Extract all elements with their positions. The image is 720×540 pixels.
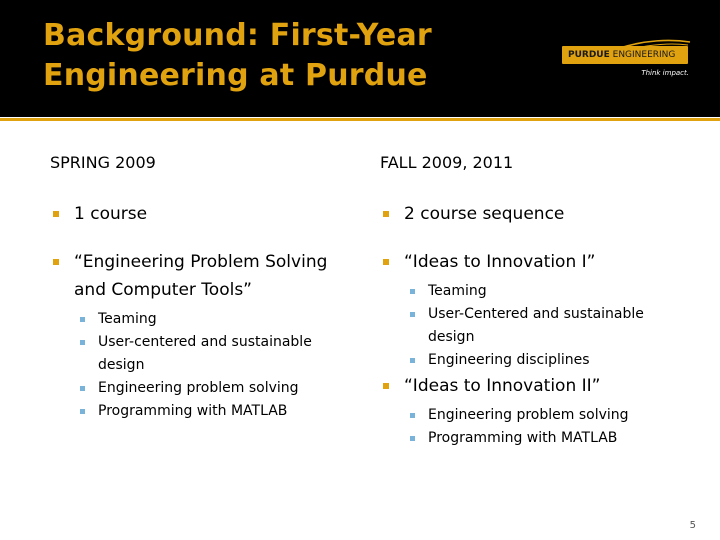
sub-bullet-text: Teaming [428, 283, 487, 299]
logo-text-bold: PURDUE [568, 50, 610, 60]
small-square-bullet-icon [410, 358, 415, 363]
bullet-item: 1 course [50, 200, 350, 228]
sub-bullet-item: User-centered and sustainable design [74, 331, 350, 377]
sub-bullet-text: Engineering disciplines [428, 352, 590, 368]
small-square-bullet-icon [410, 289, 415, 294]
purdue-engineering-logo: PURDUE ENGINEERING Think impact. [562, 39, 697, 84]
sub-bullet-item: Teaming [74, 308, 350, 331]
sub-bullet-item: Engineering problem solving [404, 404, 680, 427]
sub-bullet-text: Engineering problem solving [98, 380, 299, 396]
sub-bullet-item: Programming with MATLAB [404, 427, 680, 450]
bullet-text: “Ideas to Innovation I” [404, 252, 596, 272]
sub-bullet-text: Engineering problem solving [428, 407, 629, 423]
logo-bar [562, 46, 688, 64]
sub-bullet-text: User-Centered and sustainable design [428, 306, 644, 345]
title-line-2: Engineering at Purdue [43, 58, 428, 93]
sub-bullet-text: Programming with MATLAB [98, 403, 288, 419]
small-square-bullet-icon [80, 386, 85, 391]
small-square-bullet-icon [80, 317, 85, 322]
right-column-heading: FALL 2009, 2011 [380, 153, 514, 172]
small-square-bullet-icon [410, 436, 415, 441]
logo-tagline: Think impact. [641, 69, 689, 77]
bullet-item: “Engineering Problem Solving and Compute… [50, 248, 350, 423]
bullet-text: “Ideas to Innovation II” [404, 376, 601, 396]
sub-bullet-text: Programming with MATLAB [428, 430, 618, 446]
sub-bullet-text: Teaming [98, 311, 157, 327]
logo-text: PURDUE ENGINEERING [568, 48, 675, 62]
square-bullet-icon [53, 211, 59, 217]
small-square-bullet-icon [80, 409, 85, 414]
square-bullet-icon [383, 211, 389, 217]
left-column-heading: SPRING 2009 [50, 153, 156, 172]
square-bullet-icon [383, 259, 389, 265]
small-square-bullet-icon [80, 340, 85, 345]
sub-bullet-item: Engineering disciplines [404, 349, 680, 372]
logo-text-rest: ENGINEERING [609, 50, 676, 60]
header-divider [0, 118, 720, 121]
square-bullet-icon [53, 259, 59, 265]
left-column: 1 course “Engineering Problem Solving an… [50, 200, 350, 423]
bullet-item: “Ideas to Innovation I” Teaming User-Cen… [380, 248, 680, 372]
sub-bullet-item: User-Centered and sustainable design [404, 303, 680, 349]
title-header: Background: First-Year Engineering at Pu… [0, 0, 720, 117]
sub-bullet-item: Engineering problem solving [74, 377, 350, 400]
bullet-item: 2 course sequence [380, 200, 680, 228]
square-bullet-icon [383, 383, 389, 389]
bullet-text: “Engineering Problem Solving and Compute… [74, 252, 328, 300]
bullet-text: 2 course sequence [404, 204, 565, 224]
title-line-1: Background: First-Year [43, 18, 432, 53]
sub-bullet-item: Programming with MATLAB [74, 400, 350, 423]
sub-bullet-item: Teaming [404, 280, 680, 303]
small-square-bullet-icon [410, 413, 415, 418]
right-column: 2 course sequence “Ideas to Innovation I… [380, 200, 680, 450]
bullet-text: 1 course [74, 204, 148, 224]
small-square-bullet-icon [410, 312, 415, 317]
bullet-item: “Ideas to Innovation II” Engineering pro… [380, 372, 680, 450]
page-number: 5 [689, 520, 696, 531]
sub-bullet-text: User-centered and sustainable design [98, 334, 312, 373]
slide-title: Background: First-Year Engineering at Pu… [43, 16, 513, 96]
